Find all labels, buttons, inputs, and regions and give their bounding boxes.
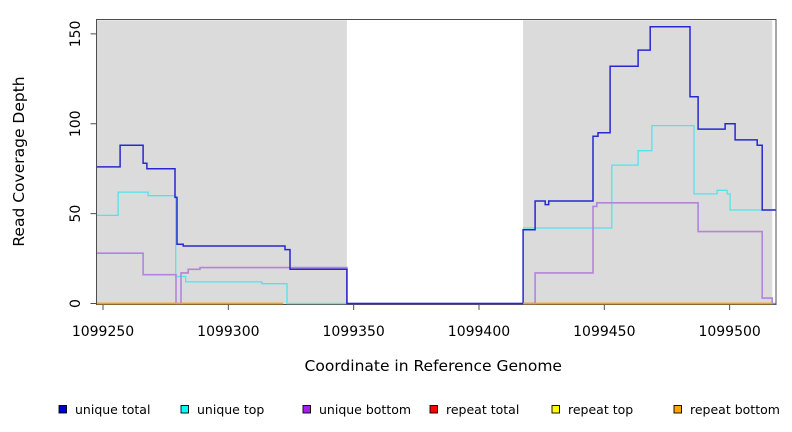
- legend-swatch-unique-total: [58, 405, 67, 414]
- legend-label-repeat-total: repeat total: [446, 402, 519, 417]
- legend-swatch-repeat-bottom: [673, 405, 682, 414]
- x-tick-label: 1099400: [448, 324, 510, 340]
- plot-box: [96, 19, 777, 305]
- series-line-unique-total: [97, 25, 776, 305]
- legend-label-unique-top: unique top: [197, 402, 264, 417]
- series-line-unique-top: [523, 124, 776, 229]
- x-tick-label: 1099350: [322, 324, 384, 340]
- shaded-region-1: [97, 20, 347, 305]
- legend-swatch-repeat-total: [429, 405, 438, 414]
- x-tick-label: 1099450: [573, 324, 635, 340]
- legend-label-repeat-top: repeat top: [568, 402, 633, 417]
- shaded-region-2: [523, 20, 773, 305]
- legend-label-repeat-bottom: repeat bottom: [690, 402, 780, 417]
- y-tick-label: 150: [68, 21, 84, 48]
- legend-label-unique-total: unique total: [75, 402, 150, 417]
- x-tick-label: 1099300: [197, 324, 259, 340]
- legend-swatch-unique-bottom: [302, 405, 311, 414]
- legend-swatch-repeat-top: [551, 405, 560, 414]
- x-tick-label: 1099250: [72, 324, 134, 340]
- y-tick-label: 0: [68, 299, 84, 308]
- legend-label-unique-bottom: unique bottom: [319, 402, 411, 417]
- y-tick-label: 100: [68, 110, 84, 137]
- y-tick-label: 50: [68, 205, 84, 223]
- legend-swatch-unique-top: [180, 405, 189, 414]
- y-axis-title: Read Coverage Depth: [10, 76, 28, 246]
- x-tick-label: 1099500: [698, 324, 760, 340]
- x-axis-title: Coordinate in Reference Genome: [305, 357, 562, 375]
